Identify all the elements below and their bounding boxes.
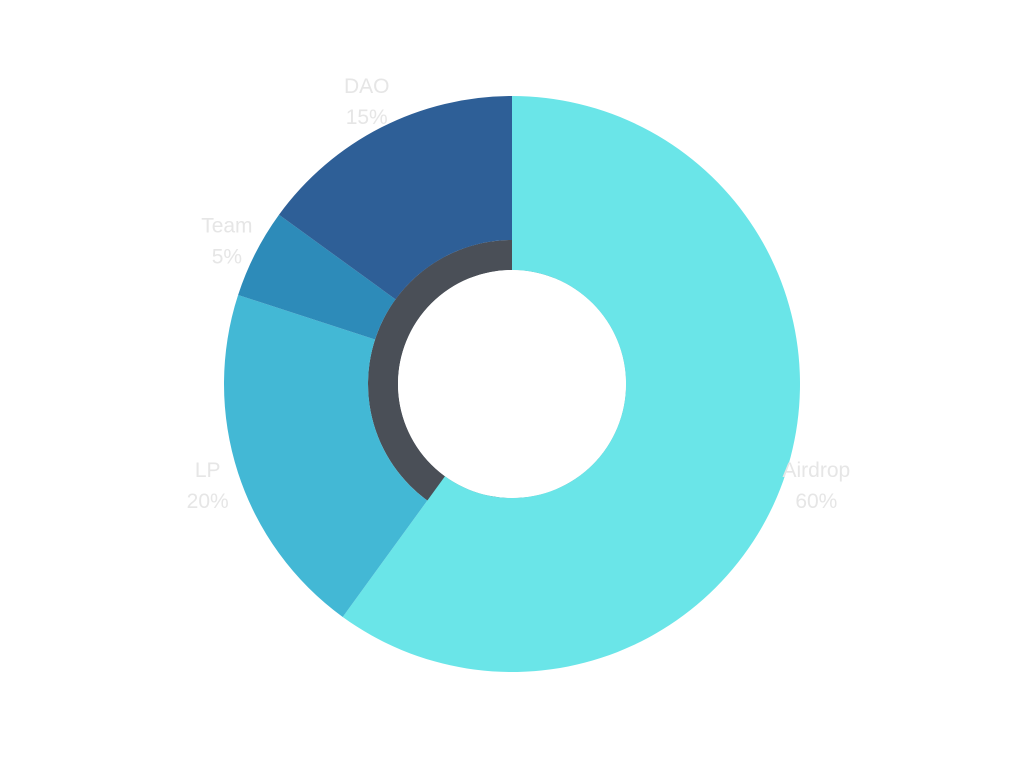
slice-percent-lp: 20%: [187, 490, 229, 513]
slice-team: [238, 214, 396, 340]
slice-label-airdrop: Airdrop: [782, 459, 850, 482]
slice-dao: [279, 96, 512, 300]
donut-hole: [398, 270, 626, 498]
slice-percent-dao: 15%: [346, 106, 388, 129]
slice-label-dao: DAO: [344, 75, 390, 98]
slice-lp: [224, 295, 428, 617]
slice-airdrop: [342, 96, 801, 672]
slices-group: [224, 96, 801, 672]
slice-percent-airdrop: 60%: [795, 490, 837, 513]
slice-label-lp: LP: [195, 459, 221, 482]
slice-percent-team: 5%: [212, 246, 242, 269]
slice-label-team: Team: [201, 215, 252, 238]
labels-group: Airdrop 60% LP 20% Team 5% DAO 15%: [187, 75, 851, 513]
